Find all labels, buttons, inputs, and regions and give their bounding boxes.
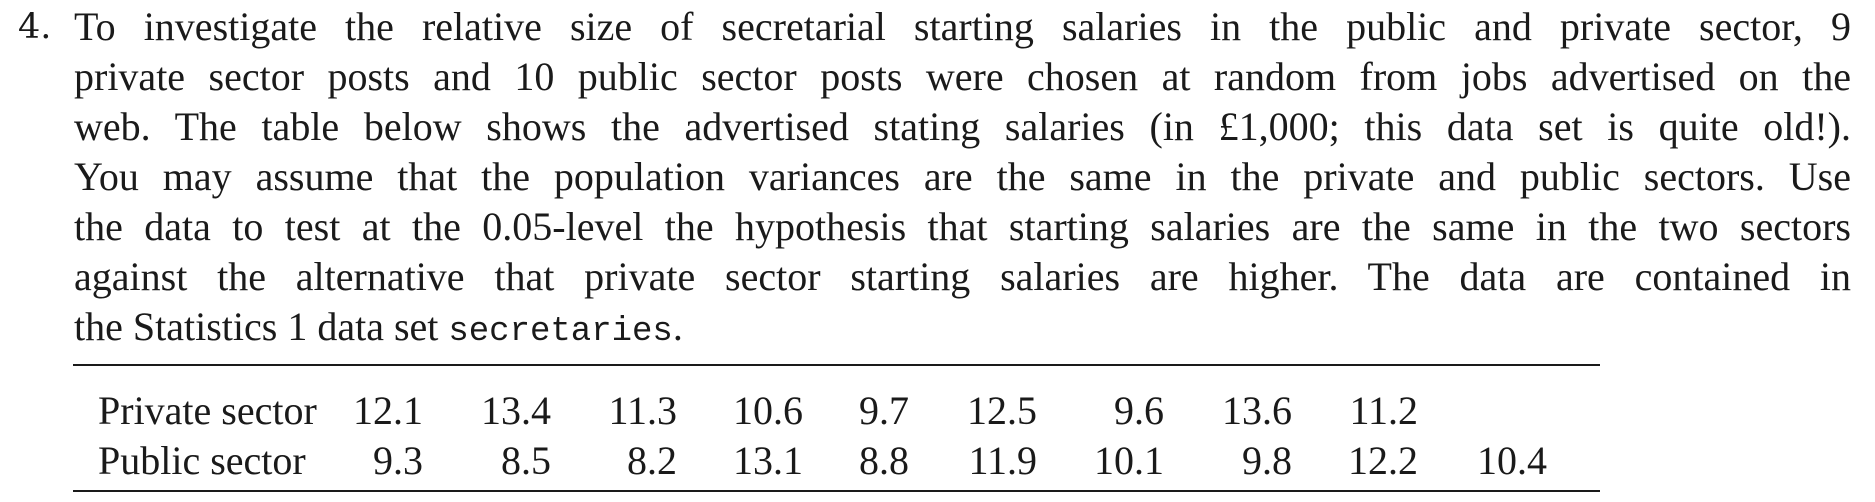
table-cell: 12.1 (353, 388, 423, 433)
table-top-rule (73, 364, 1600, 366)
last-line-prefix: the Statistics 1 data set (74, 304, 449, 349)
table-cell: 10.6 (733, 388, 803, 433)
table-row: Private sector 12.1 13.4 11.3 10.6 9.7 12.5 9.6… (98, 386, 1547, 436)
table-cell: 11.9 (968, 438, 1037, 483)
dataset-name: secretaries (448, 313, 673, 351)
table-cell: 10.1 (1094, 438, 1164, 483)
question-text: To investigate the relative size of secr… (74, 2, 1851, 357)
last-line-suffix: . (672, 304, 683, 349)
table-bottom-rule (73, 490, 1600, 492)
table-cell: 12.2 (1348, 438, 1418, 483)
question-line: web. The table below shows the advertise… (74, 104, 1851, 149)
table-cell: 9.8 (1242, 438, 1292, 483)
question-line: the data to test at the 0.05-level the h… (74, 204, 1851, 249)
table-cell: 9.7 (859, 388, 909, 433)
question-line: private sector posts and 10 public secto… (74, 54, 1851, 99)
row-label: Public sector (98, 438, 306, 483)
table-cell: 8.8 (859, 438, 909, 483)
salary-table-body: Private sector 12.1 13.4 11.3 10.6 9.7 12.5 9.6… (98, 386, 1547, 486)
question-line: against the alternative that private sec… (74, 254, 1851, 299)
table-cell: 8.2 (627, 438, 677, 483)
table-cell: 9.6 (1114, 388, 1164, 433)
salary-table: Private sector 12.1 13.4 11.3 10.6 9.7 12.5 9.6… (98, 386, 1547, 486)
table-row: Public sector 9.3 8.5 8.2 13.1 8.8 11.9 10.1 9.8… (98, 436, 1547, 486)
row-label: Private sector (98, 388, 317, 433)
question-line: To investigate the relative size of secr… (74, 4, 1851, 49)
table-cell: 12.5 (967, 388, 1037, 433)
table-cell: 8.5 (501, 438, 551, 483)
table-cell: 13.1 (733, 438, 803, 483)
table-cell (1418, 386, 1547, 436)
question-last-line: the Statistics 1 data set secretaries. (74, 302, 1851, 357)
table-cell: 13.4 (481, 388, 551, 433)
table-cell: 13.6 (1222, 388, 1292, 433)
question-number: 4. (18, 7, 52, 47)
table-cell: 11.3 (608, 388, 677, 433)
table-cell: 11.2 (1349, 388, 1418, 433)
table-cell: 9.3 (373, 438, 423, 483)
table-cell: 10.4 (1477, 438, 1547, 483)
question-line: You may assume that the population varia… (74, 154, 1851, 199)
